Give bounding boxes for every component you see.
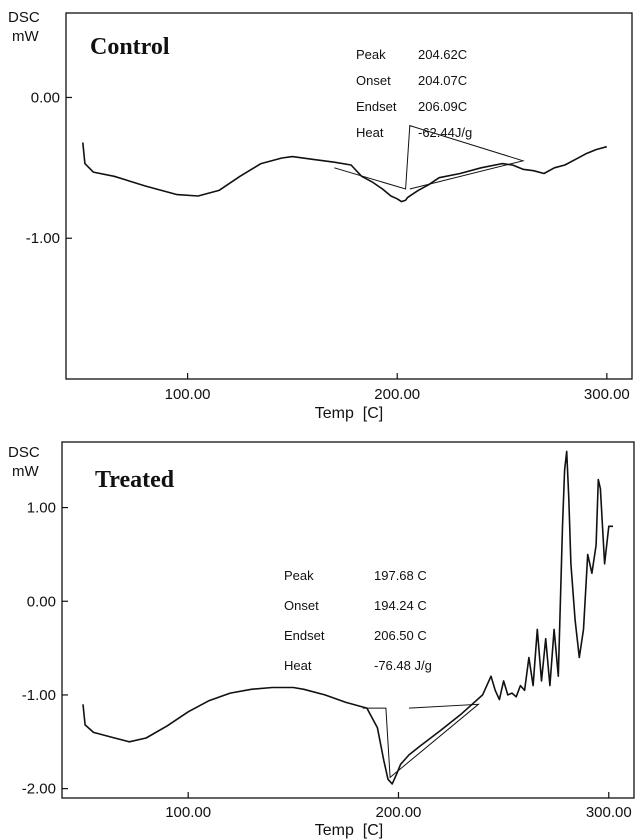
y-axis-title: DSC	[8, 9, 40, 26]
x-axis-label: Temp [C]	[315, 822, 383, 839]
series-lines	[82, 450, 613, 785]
chart-title: Control	[90, 34, 170, 60]
annotation-label: Onset	[356, 73, 391, 88]
annotation-value: 194.24 C	[374, 598, 427, 613]
annotation-value: 204.62C	[418, 47, 467, 62]
annotation-value: -62.44J/g	[418, 125, 472, 140]
axis-ticks: 100.00 200.00 300.00 1.00 0.00 -1.00 -2.00	[22, 500, 632, 821]
y-tick-label: 0.00	[31, 89, 60, 106]
dsc-curve	[82, 450, 613, 785]
x-tick-label: 200.00	[374, 386, 420, 403]
annotation-label: Endset	[356, 99, 397, 114]
annotation-label: Peak	[284, 568, 314, 583]
x-tick-label: 100.00	[165, 804, 211, 821]
peak-baseline	[334, 124, 525, 190]
y-axis-unit: mW	[12, 28, 39, 45]
annotation-value: 206.09C	[418, 99, 467, 114]
annotation-label: Endset	[284, 628, 325, 643]
annotation-value: 204.07C	[418, 73, 467, 88]
peak-baseline	[362, 703, 480, 779]
y-tick-label: -1.00	[22, 687, 56, 704]
chart-title: Treated	[95, 467, 175, 493]
annotation-label: Onset	[284, 598, 319, 613]
plot-area	[65, 12, 633, 380]
x-tick-label: 100.00	[165, 386, 211, 403]
dsc-curve	[82, 142, 608, 203]
annotation-value: 197.68 C	[374, 568, 427, 583]
annotation-value: 206.50 C	[374, 628, 427, 643]
x-tick-label: 200.00	[376, 804, 422, 821]
y-axis-title: DSC	[8, 444, 40, 461]
annotation-table: Peak 197.68 C Onset 194.24 C Endset 206.50 C H…	[284, 568, 432, 673]
annotation-table: Peak 204.62C Onset 204.07C Endset 206.09C Heat…	[356, 47, 472, 140]
x-axis-label: Temp [C]	[315, 405, 383, 422]
y-tick-label: -2.00	[22, 781, 56, 798]
control-panel: DSC mW Control Temp [C] 100.00 200.00 300.…	[8, 9, 633, 422]
y-axis-unit: mW	[12, 463, 39, 480]
x-tick-label: 300.00	[586, 804, 632, 821]
x-tick-label: 300.00	[584, 386, 630, 403]
annotation-label: Heat	[284, 658, 312, 673]
y-tick-label: 0.00	[27, 593, 56, 610]
annotation-label: Heat	[356, 125, 384, 140]
treated-panel: DSC mW Treated Temp [C] 100.00 200.00 300.…	[8, 441, 635, 839]
y-tick-label: -1.00	[26, 230, 60, 247]
axis-ticks: 100.00 200.00 300.00 0.00 -1.00	[26, 89, 630, 403]
series-lines	[82, 124, 608, 203]
y-tick-label: 1.00	[27, 500, 56, 517]
annotation-label: Peak	[356, 47, 386, 62]
annotation-value: -76.48 J/g	[374, 658, 432, 673]
plot-area	[61, 441, 635, 799]
